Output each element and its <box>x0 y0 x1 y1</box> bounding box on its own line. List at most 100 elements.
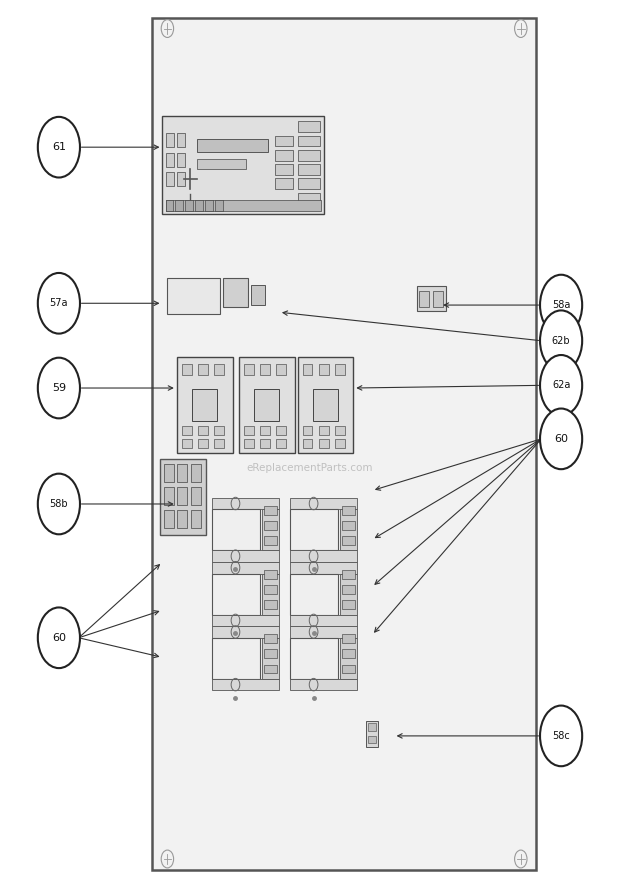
FancyBboxPatch shape <box>262 638 279 679</box>
FancyBboxPatch shape <box>214 364 224 375</box>
FancyBboxPatch shape <box>212 574 260 615</box>
FancyBboxPatch shape <box>298 136 320 146</box>
FancyBboxPatch shape <box>264 506 277 515</box>
FancyBboxPatch shape <box>298 193 320 203</box>
FancyBboxPatch shape <box>335 426 345 435</box>
FancyBboxPatch shape <box>177 172 185 186</box>
FancyBboxPatch shape <box>433 291 443 307</box>
FancyBboxPatch shape <box>342 600 355 609</box>
FancyBboxPatch shape <box>264 536 277 545</box>
FancyBboxPatch shape <box>262 509 279 550</box>
FancyBboxPatch shape <box>275 164 293 175</box>
FancyBboxPatch shape <box>290 498 357 509</box>
FancyBboxPatch shape <box>298 121 320 132</box>
Circle shape <box>38 358 80 418</box>
FancyBboxPatch shape <box>244 364 254 375</box>
FancyBboxPatch shape <box>342 585 355 594</box>
FancyBboxPatch shape <box>298 178 320 189</box>
Circle shape <box>540 706 582 766</box>
FancyBboxPatch shape <box>198 439 208 448</box>
FancyBboxPatch shape <box>166 153 174 167</box>
FancyBboxPatch shape <box>182 426 192 435</box>
FancyBboxPatch shape <box>335 439 345 448</box>
FancyBboxPatch shape <box>368 736 376 743</box>
FancyBboxPatch shape <box>342 536 355 545</box>
FancyBboxPatch shape <box>254 389 279 421</box>
FancyBboxPatch shape <box>212 638 260 679</box>
FancyBboxPatch shape <box>264 570 277 579</box>
FancyBboxPatch shape <box>319 439 329 448</box>
FancyBboxPatch shape <box>177 357 232 453</box>
FancyBboxPatch shape <box>313 389 338 421</box>
FancyBboxPatch shape <box>192 389 217 421</box>
FancyBboxPatch shape <box>290 615 357 626</box>
FancyBboxPatch shape <box>340 638 357 679</box>
FancyBboxPatch shape <box>166 172 174 186</box>
FancyBboxPatch shape <box>319 426 329 435</box>
FancyBboxPatch shape <box>177 133 185 147</box>
FancyBboxPatch shape <box>191 487 201 505</box>
FancyBboxPatch shape <box>177 464 187 482</box>
Circle shape <box>540 409 582 469</box>
Circle shape <box>540 275 582 335</box>
FancyBboxPatch shape <box>342 521 355 530</box>
FancyBboxPatch shape <box>264 585 277 594</box>
FancyBboxPatch shape <box>342 634 355 643</box>
FancyBboxPatch shape <box>303 364 312 375</box>
FancyBboxPatch shape <box>160 459 206 535</box>
FancyBboxPatch shape <box>298 164 320 175</box>
FancyBboxPatch shape <box>260 364 270 375</box>
FancyBboxPatch shape <box>212 679 279 690</box>
FancyBboxPatch shape <box>212 509 260 550</box>
FancyBboxPatch shape <box>214 426 224 435</box>
FancyBboxPatch shape <box>198 364 208 375</box>
FancyBboxPatch shape <box>290 638 339 679</box>
Text: 60: 60 <box>52 632 66 643</box>
FancyBboxPatch shape <box>152 18 536 870</box>
FancyBboxPatch shape <box>276 426 286 435</box>
FancyBboxPatch shape <box>195 200 203 211</box>
FancyBboxPatch shape <box>342 506 355 515</box>
FancyBboxPatch shape <box>260 439 270 448</box>
Circle shape <box>38 273 80 334</box>
FancyBboxPatch shape <box>340 574 357 615</box>
FancyBboxPatch shape <box>177 510 187 528</box>
FancyBboxPatch shape <box>417 286 446 311</box>
Text: 62b: 62b <box>552 335 570 346</box>
FancyBboxPatch shape <box>340 509 357 550</box>
FancyBboxPatch shape <box>164 510 174 528</box>
FancyBboxPatch shape <box>175 200 183 211</box>
Text: 59: 59 <box>52 383 66 393</box>
FancyBboxPatch shape <box>368 723 376 731</box>
Circle shape <box>38 474 80 534</box>
FancyBboxPatch shape <box>182 364 192 375</box>
FancyBboxPatch shape <box>419 291 429 307</box>
Text: 58c: 58c <box>552 731 570 741</box>
FancyBboxPatch shape <box>264 634 277 643</box>
FancyBboxPatch shape <box>166 200 321 211</box>
Circle shape <box>38 117 80 178</box>
FancyBboxPatch shape <box>260 426 270 435</box>
FancyBboxPatch shape <box>197 159 246 169</box>
FancyBboxPatch shape <box>290 562 357 574</box>
FancyBboxPatch shape <box>298 357 353 453</box>
FancyBboxPatch shape <box>290 574 339 615</box>
FancyBboxPatch shape <box>366 721 378 747</box>
FancyBboxPatch shape <box>290 550 357 562</box>
Text: 61: 61 <box>52 142 66 153</box>
FancyBboxPatch shape <box>262 574 279 615</box>
FancyBboxPatch shape <box>264 600 277 609</box>
FancyBboxPatch shape <box>177 487 187 505</box>
Text: 58a: 58a <box>552 300 570 310</box>
FancyBboxPatch shape <box>197 139 268 152</box>
FancyBboxPatch shape <box>290 626 357 638</box>
FancyBboxPatch shape <box>251 285 265 305</box>
FancyBboxPatch shape <box>212 615 279 626</box>
Text: 60: 60 <box>554 434 568 444</box>
FancyBboxPatch shape <box>244 439 254 448</box>
FancyBboxPatch shape <box>205 200 213 211</box>
FancyBboxPatch shape <box>212 498 279 509</box>
FancyBboxPatch shape <box>342 570 355 579</box>
FancyBboxPatch shape <box>223 278 248 307</box>
FancyBboxPatch shape <box>164 487 174 505</box>
